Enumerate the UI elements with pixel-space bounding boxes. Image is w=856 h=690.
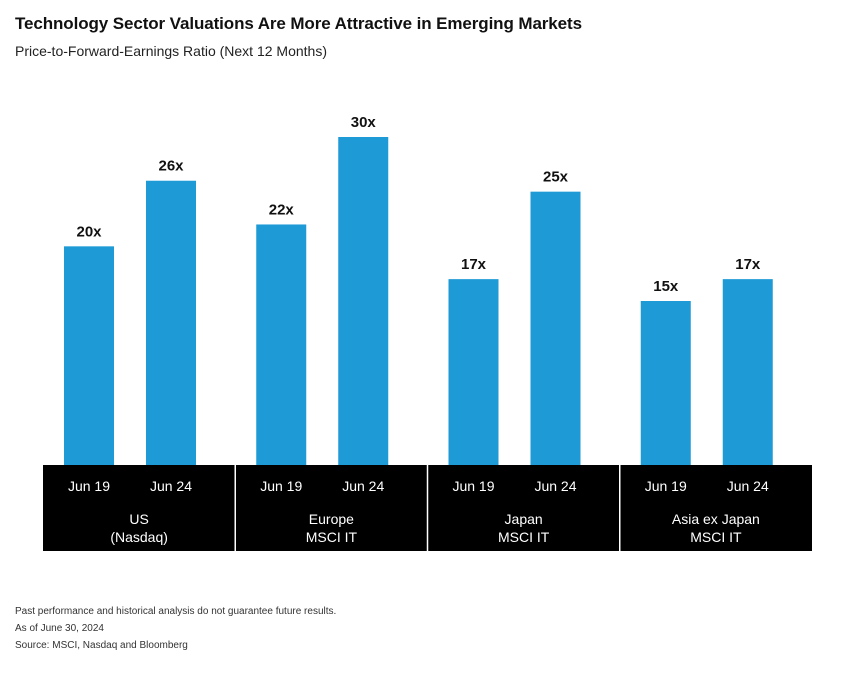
bar-value-label: 17x xyxy=(461,256,487,273)
period-tick-label: Jun 24 xyxy=(342,478,384,494)
bar xyxy=(256,224,307,465)
group-label: MSCI IT xyxy=(498,529,550,545)
bar-value-label: 17x xyxy=(735,256,761,273)
group-label: (Nasdaq) xyxy=(110,529,168,545)
bar-chart: 20x Jun 19 26x Jun 24 US (Nasdaq) 22x Jun 19 30x… xyxy=(43,114,812,551)
bar xyxy=(722,279,773,465)
group-label: US xyxy=(129,511,148,527)
period-tick-label: Jun 19 xyxy=(452,478,494,494)
bar-value-label: 20x xyxy=(76,223,102,240)
group-label: Asia ex Japan xyxy=(672,511,760,527)
group-label: Japan xyxy=(505,511,543,527)
group-label: Europe xyxy=(309,511,354,527)
bar-value-label: 15x xyxy=(653,278,679,295)
disclaimer-note: Past performance and historical analysis… xyxy=(15,606,337,617)
period-tick-label: Jun 19 xyxy=(645,478,687,494)
bar xyxy=(448,279,499,465)
chart-subtitle: Price-to-Forward-Earnings Ratio (Next 12… xyxy=(15,43,327,59)
bar xyxy=(530,191,581,465)
chart-title: Technology Sector Valuations Are More At… xyxy=(15,14,582,33)
period-tick-label: Jun 24 xyxy=(150,478,192,494)
period-tick-label: Jun 19 xyxy=(68,478,110,494)
source-note: Source: MSCI, Nasdaq and Bloomberg xyxy=(15,640,188,651)
bar xyxy=(338,137,389,465)
group-label: MSCI IT xyxy=(690,529,742,545)
footnotes: Past performance and historical analysis… xyxy=(15,603,336,654)
bar-value-label: 26x xyxy=(158,158,184,175)
bar xyxy=(640,301,691,465)
group-label: MSCI IT xyxy=(306,529,358,545)
as-of-note: As of June 30, 2024 xyxy=(15,623,104,634)
bar xyxy=(146,180,196,465)
bar-value-label: 22x xyxy=(269,201,295,218)
bar-value-label: 30x xyxy=(351,114,377,131)
period-tick-label: Jun 24 xyxy=(534,478,576,494)
period-tick-label: Jun 19 xyxy=(260,478,302,494)
bar-value-label: 25x xyxy=(543,169,569,186)
period-tick-label: Jun 24 xyxy=(727,478,769,494)
bar xyxy=(64,246,114,465)
